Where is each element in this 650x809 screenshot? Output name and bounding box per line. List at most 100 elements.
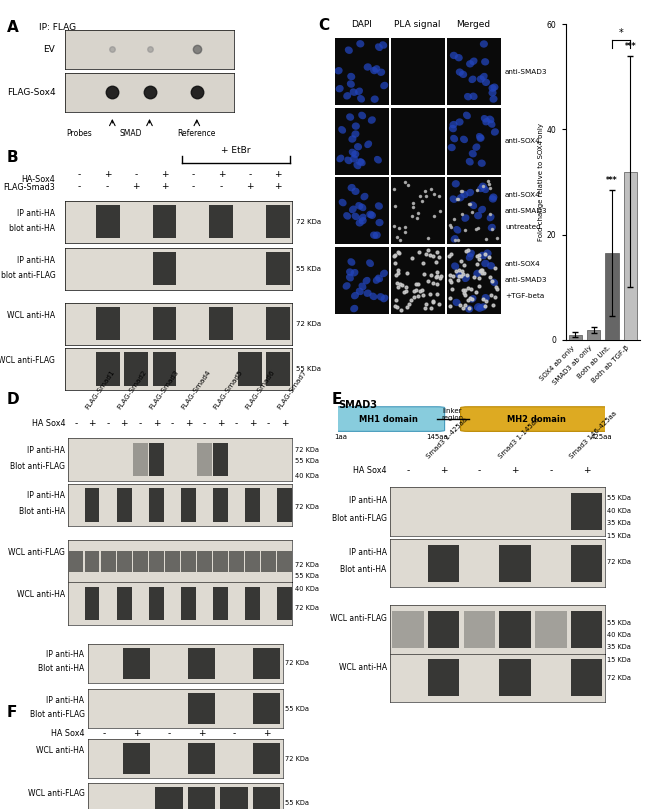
Ellipse shape	[449, 125, 457, 133]
Text: IP anti-HA: IP anti-HA	[18, 256, 55, 265]
Text: IP anti-HA: IP anti-HA	[27, 491, 65, 500]
Bar	[124, 352, 148, 386]
Text: -: -	[233, 729, 235, 739]
Ellipse shape	[466, 158, 474, 166]
Text: 55 KDa: 55 KDa	[607, 494, 631, 501]
Ellipse shape	[335, 67, 343, 74]
Bar	[101, 551, 116, 572]
Text: -: -	[203, 419, 206, 429]
Ellipse shape	[346, 274, 354, 282]
Ellipse shape	[352, 130, 359, 138]
Text: 40 KDa: 40 KDa	[607, 632, 631, 638]
Ellipse shape	[448, 144, 456, 151]
Text: -: -	[168, 729, 170, 739]
Ellipse shape	[356, 40, 365, 48]
Ellipse shape	[465, 305, 473, 312]
Bar	[181, 488, 196, 522]
Ellipse shape	[473, 269, 482, 277]
Text: 72 KDa: 72 KDa	[607, 675, 631, 681]
Text: Blot anti-FLAG: Blot anti-FLAG	[10, 462, 65, 471]
Ellipse shape	[344, 46, 353, 54]
Ellipse shape	[488, 121, 495, 128]
Ellipse shape	[481, 58, 489, 66]
Text: MH2 domain: MH2 domain	[507, 414, 566, 424]
Bar	[165, 551, 179, 572]
Text: blot anti-FLAG: blot anti-FLAG	[1, 271, 55, 280]
Text: EV: EV	[44, 44, 55, 54]
Bar	[252, 743, 281, 774]
Text: +: +	[133, 729, 140, 739]
Ellipse shape	[347, 258, 356, 266]
Bar	[252, 648, 281, 679]
Text: -: -	[106, 182, 109, 191]
Ellipse shape	[482, 294, 490, 302]
Bar	[261, 551, 276, 572]
Text: -: -	[77, 170, 81, 179]
Text: -: -	[191, 182, 194, 191]
Ellipse shape	[343, 212, 351, 220]
Text: WCL anti-FLAG: WCL anti-FLAG	[330, 614, 387, 623]
Ellipse shape	[344, 157, 352, 164]
Text: WCL anti-FLAG: WCL anti-FLAG	[8, 548, 65, 557]
Text: WCL anti-FLAG: WCL anti-FLAG	[27, 790, 84, 798]
Text: *: *	[619, 28, 623, 39]
Ellipse shape	[356, 288, 364, 295]
Ellipse shape	[484, 249, 491, 257]
Text: -: -	[135, 170, 138, 179]
Ellipse shape	[349, 205, 357, 214]
Bar	[605, 253, 619, 340]
Text: anti-SMAD3: anti-SMAD3	[505, 69, 547, 74]
Ellipse shape	[370, 95, 379, 103]
Ellipse shape	[489, 195, 497, 202]
Ellipse shape	[462, 274, 470, 282]
Text: 55 KDa: 55 KDa	[285, 799, 309, 806]
Ellipse shape	[348, 135, 356, 142]
Bar	[245, 551, 259, 572]
Ellipse shape	[451, 262, 459, 270]
Text: IP anti-HA: IP anti-HA	[349, 548, 387, 557]
Text: HA Sox4: HA Sox4	[31, 419, 65, 429]
Text: Probes: Probes	[67, 129, 92, 138]
Text: E: E	[332, 392, 342, 408]
Bar	[117, 587, 131, 621]
Ellipse shape	[372, 231, 381, 239]
Bar	[181, 587, 196, 621]
Bar	[155, 787, 183, 809]
Bar	[213, 587, 228, 621]
Ellipse shape	[350, 88, 358, 96]
Ellipse shape	[372, 66, 380, 73]
Text: +: +	[133, 182, 140, 191]
Ellipse shape	[476, 134, 485, 142]
Ellipse shape	[478, 159, 486, 167]
Bar	[571, 659, 603, 697]
Text: 55 KDa: 55 KDa	[295, 573, 319, 579]
Ellipse shape	[469, 75, 476, 83]
Bar	[252, 693, 281, 724]
Ellipse shape	[337, 155, 344, 163]
FancyBboxPatch shape	[333, 407, 445, 431]
Text: +: +	[88, 419, 96, 429]
Bar	[428, 611, 460, 648]
Bar	[571, 611, 603, 648]
Ellipse shape	[479, 252, 487, 260]
Bar	[569, 335, 582, 340]
Text: + EtBr: + EtBr	[221, 146, 250, 155]
Ellipse shape	[469, 57, 478, 65]
Ellipse shape	[370, 231, 378, 239]
Ellipse shape	[335, 85, 344, 92]
Bar	[96, 307, 120, 341]
Ellipse shape	[339, 199, 346, 206]
Bar	[96, 352, 120, 386]
Text: 55 KDa: 55 KDa	[296, 366, 320, 372]
Ellipse shape	[487, 262, 495, 269]
Ellipse shape	[351, 150, 359, 158]
Text: Smad3 146-425aa: Smad3 146-425aa	[569, 410, 618, 460]
Bar	[266, 205, 290, 239]
Ellipse shape	[474, 303, 482, 311]
Ellipse shape	[467, 250, 475, 257]
Ellipse shape	[450, 52, 458, 59]
Ellipse shape	[363, 63, 372, 70]
Ellipse shape	[450, 135, 458, 142]
Bar	[252, 787, 281, 809]
Text: 40 KDa: 40 KDa	[295, 586, 319, 592]
